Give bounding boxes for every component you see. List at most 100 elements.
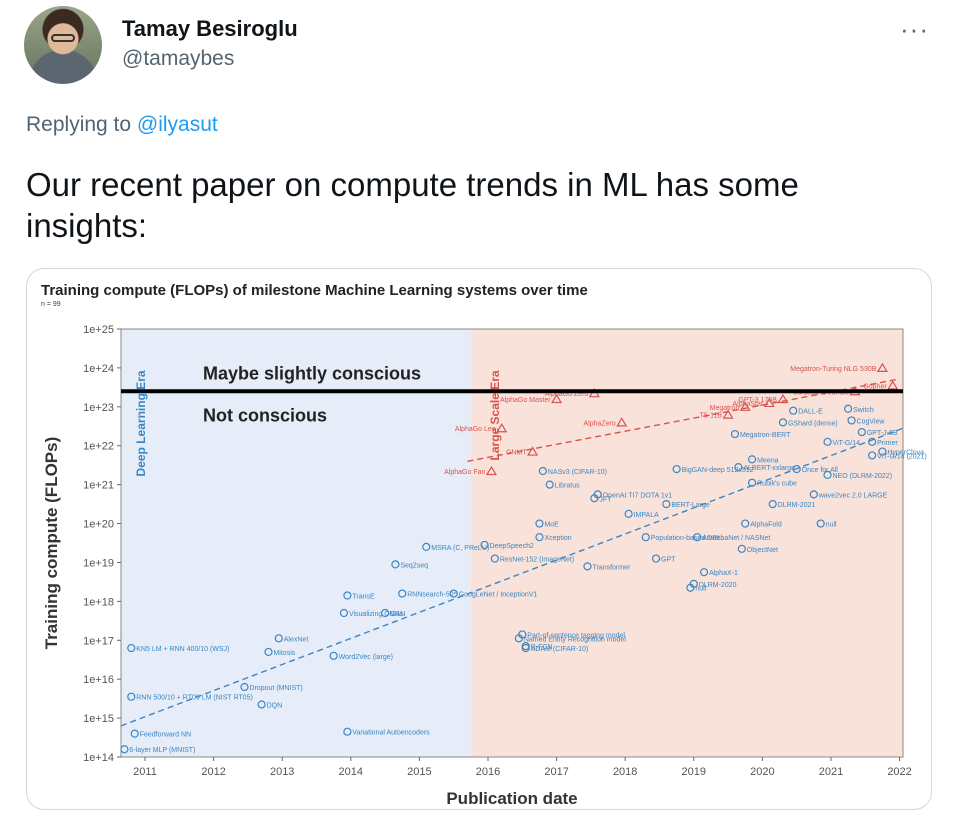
annotation-below: Not conscious [203,405,327,425]
data-label: R-FCN [531,644,553,651]
data-label: DLRM-2021 [778,502,816,509]
data-point [496,423,508,433]
more-options-icon[interactable]: ··· [900,14,929,44]
data-label: Seq2seq [400,562,428,569]
data-point [693,533,702,542]
data-label: Rubik's cube [757,481,797,488]
tweet-text: Our recent paper on compute trends in ML… [26,166,799,244]
data-label: ViT-G/14 [833,440,861,447]
y-tick-label: 1e+23 [83,402,114,414]
data-label: Part-of-sentence tagging model [527,632,625,639]
data-label: Meena [757,457,779,464]
display-name[interactable]: Tamay Besiroglu [122,16,298,41]
data-point [778,418,788,427]
data-point [527,446,539,456]
x-tick-label: 2015 [407,766,431,778]
data-label: Visualizing CNNs [349,611,403,618]
data-point [329,651,338,660]
data-point [868,451,877,460]
data-label: NASv3 (CIFAR-10) [548,469,607,476]
data-label: GNMT [506,450,527,457]
chart-subtitle: n = 99 [41,301,61,308]
data-label: GoogLeNet / InceptionV1 [459,592,538,599]
data-label: TransE [352,594,375,601]
data-point [672,464,681,474]
data-point [264,647,273,657]
x-tick-label: 2021 [819,766,843,778]
data-label: GShard (dense) [788,420,838,427]
data-point [651,554,661,563]
data-point [343,727,352,736]
data-point [739,401,751,411]
data-label: DQN [267,702,283,709]
data-label: IMPALA [634,512,659,519]
tweet-media[interactable]: Training compute (FLOPs) of milestone Ma… [26,268,932,810]
data-point [737,544,746,553]
x-tick-label: 2013 [270,766,294,778]
data-point [422,542,431,551]
annotation-above: Maybe slightly conscious [203,363,421,383]
x-tick-label: 2016 [476,766,500,778]
data-point [768,499,777,509]
data-point [823,470,832,480]
data-label: RNNsearch-50* [407,592,456,599]
data-label: KN5 LM + RNN 400/10 (WSJ) [136,646,229,653]
data-label: GPT-J-6B [867,430,898,437]
data-point [545,480,554,489]
data-label: AlphaGo Fan [444,469,485,476]
y-tick-label: 1e+15 [83,713,114,725]
data-label: Word2Vec (large) [339,654,393,661]
y-tick-label: 1e+20 [83,519,114,531]
data-label: MoE [544,522,559,529]
x-tick-label: 2017 [544,766,568,778]
data-label: GPT-3 175B [738,397,777,404]
data-point [343,591,352,600]
data-label: ViT-G/14 (2021) [877,453,927,460]
data-point [127,643,136,653]
reply-mention-link[interactable]: @ilyasut [136,113,218,136]
data-point [535,519,544,528]
data-point [844,404,853,413]
data-point [120,745,129,754]
data-label: Once for All [802,467,839,474]
x-tick-label: 2011 [133,766,157,778]
user-handle[interactable]: @tamaybes [122,47,235,70]
data-label: AlphaGo Master [500,397,551,404]
data-label: DeepSpeech2 [490,543,534,550]
y-axis-label: Training compute (FLOPs) [42,437,61,650]
data-label: AlphaX-1 [709,570,738,577]
data-label: Switch [853,407,874,414]
data-label: ADAM (CIFAR-10) [531,646,589,653]
data-point [535,533,544,542]
data-label: Megatron-Turing NLG 530B [790,366,876,373]
data-label: AlphaZero [583,420,615,427]
data-point [257,700,266,709]
data-label: GAN [390,611,405,618]
y-tick-label: 1e+19 [83,557,114,569]
chart-title: Training compute (FLOPs) of milestone Ma… [41,282,588,299]
data-label: OpenAI TI7 DOTA 1v1 [603,492,672,499]
data-label: Population-based DRL [651,535,722,542]
x-tick-label: 2022 [887,766,911,778]
data-label: AlphaGo Lee [455,426,496,433]
data-point [380,608,390,618]
data-point [730,429,740,439]
y-tick-label: 1e+22 [83,441,114,453]
data-label: JFT [599,496,612,503]
y-tick-label: 1e+17 [83,635,114,647]
data-label: AlexNet [284,636,309,643]
data-point [876,362,888,373]
reply-context: Replying to @ilyasut [26,113,218,137]
x-tick-label: 2019 [682,766,706,778]
data-point [699,568,709,577]
avatar[interactable] [24,6,102,84]
data-label: RNN 500/10 + RT09 LM (NIST RT05) [136,695,253,702]
data-point [686,583,695,592]
data-label: Named Entity Recognition model [524,636,626,643]
x-tick-label: 2018 [613,766,637,778]
data-point [583,562,592,571]
data-point [747,455,757,464]
data-label: AlphaStar [732,401,763,408]
data-point [240,682,249,692]
data-label: Variational Autoencoders [352,730,430,737]
